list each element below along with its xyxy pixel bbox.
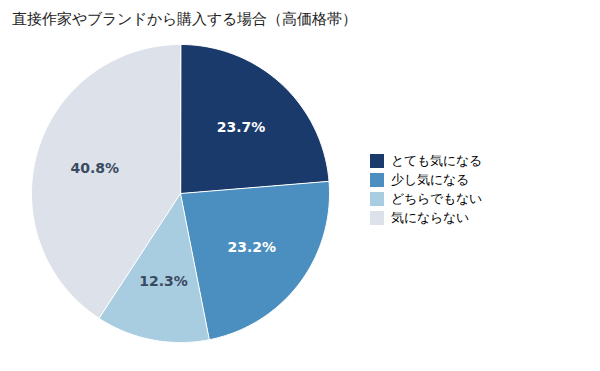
svg-text:12.3%: 12.3% (139, 273, 188, 289)
svg-text:23.7%: 23.7% (217, 119, 266, 135)
html-text:とても気になる: とても気になる (390, 152, 482, 168)
html-text:少し気になる: 少し気になる (390, 171, 469, 187)
svg-text:23.2%: 23.2% (228, 239, 277, 255)
html-text:どちらでもない: どちらでもない (390, 190, 482, 206)
html-text:気にならない: 気にならない (390, 209, 469, 225)
html-text:直接作家やブランドから購入する場合（高価格帯）: 直接作家やブランドから購入する場合（高価格帯） (12, 10, 357, 28)
svg-text:40.8%: 40.8% (71, 159, 120, 175)
